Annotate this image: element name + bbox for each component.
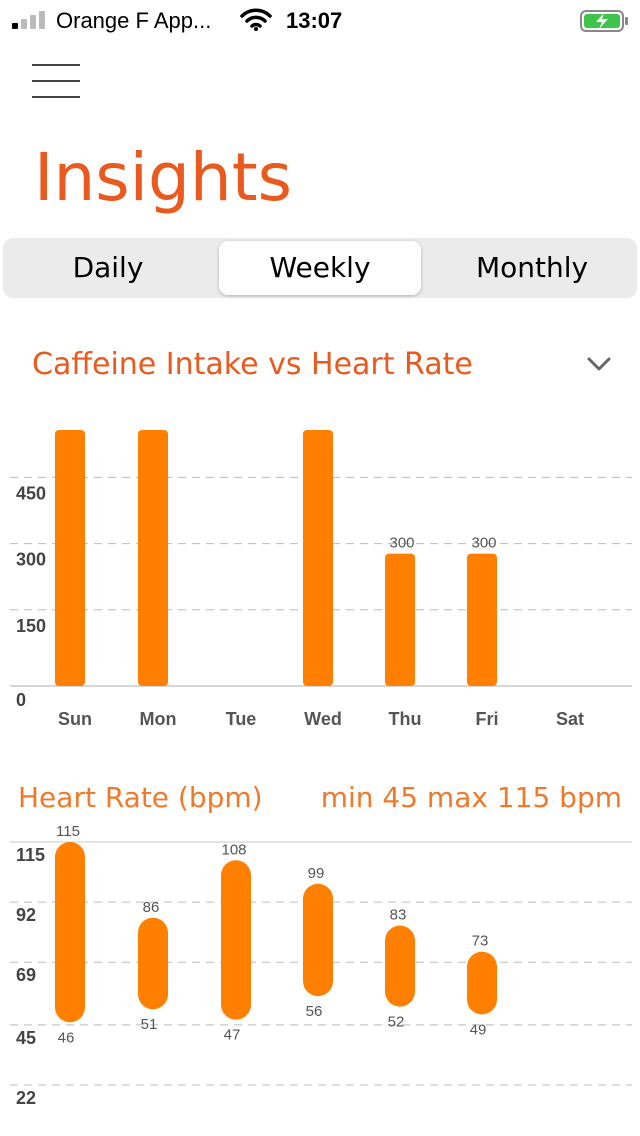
status-bar: Orange F App... 13:07 [0,0,640,44]
min-value-label: 52 [388,1014,405,1031]
x-tick-label: Sat [556,709,584,729]
y-tick-label: 115 [16,845,45,865]
signal-icon [12,11,45,29]
max-value-label: 115 [56,823,80,840]
heart-rate-range-chart: 22 45 69 92 115 115 46 86 51 108 47 99 56 83 52 73 49 [10,823,632,1108]
min-value-label: 47 [224,1027,241,1044]
heart-rate-range: min 45 max 115 bpm [320,781,622,814]
x-tick-label: Sun [58,709,92,729]
heart-rate-range-bar [221,860,251,1020]
bar-data-label: 300 [471,535,496,552]
bar-data-label: 300 [389,535,414,552]
y-tick-label: 45 [16,1028,36,1048]
x-tick-label: Tue [226,709,257,729]
max-value-label: 99 [308,865,325,882]
menu-line [32,80,80,82]
max-value-label: 73 [472,933,489,950]
heart-rate-range-bar [385,925,415,1007]
x-tick-label: Fri [475,709,498,729]
caffeine-bar [467,553,497,686]
heart-rate-range-bar [55,842,85,1023]
tab-monthly[interactable]: Monthly [475,251,589,284]
y-tick-label: 22 [16,1088,36,1108]
menu-line [32,96,80,98]
y-tick-label: 450 [16,483,46,503]
min-value-label: 46 [58,1029,75,1046]
max-value-label: 86 [143,899,160,916]
carrier-name: Orange F App... [56,8,212,33]
tab-weekly[interactable]: Weekly [219,241,421,295]
min-value-label: 49 [470,1021,487,1038]
caffeine-bar [55,430,85,686]
y-tick-label: 92 [16,905,36,925]
heart-rate-range-bar [467,951,497,1015]
min-value-label: 51 [141,1016,158,1033]
heart-rate-title: Heart Rate (bpm) [18,781,263,814]
page-title: Insights [34,139,293,216]
y-tick-label: 150 [16,616,46,636]
heart-rate-range-bar [138,917,168,1010]
x-tick-label: Wed [304,709,342,729]
period-tabs: Daily Weekly Monthly [3,238,637,298]
min-value-label: 56 [306,1003,323,1020]
y-tick-label: 69 [16,965,36,985]
menu-line [32,64,80,66]
x-tick-label: Thu [389,709,422,729]
y-tick-label: 0 [16,690,26,710]
caffeine-bar [385,553,415,686]
x-tick-label: Mon [140,709,177,729]
max-value-label: 108 [221,841,246,858]
chevron-down-icon[interactable] [585,352,613,376]
battery-charging-icon [580,10,628,32]
hamburger-menu-icon[interactable] [32,62,82,102]
max-value-label: 83 [390,907,407,924]
caffeine-bar [138,430,168,686]
caffeine-bar-chart: 0 150 300 450 Sun Mon Tue Wed 300 Thu 300 Fri Sat [10,430,632,729]
wifi-icon [240,8,272,31]
y-tick-label: 300 [16,550,46,570]
tab-daily[interactable]: Daily [72,251,144,284]
heart-rate-range-bar [303,883,333,997]
clock: 13:07 [286,8,343,33]
caffeine-chart-title: Caffeine Intake vs Heart Rate [32,347,473,382]
caffeine-bar [303,430,333,686]
